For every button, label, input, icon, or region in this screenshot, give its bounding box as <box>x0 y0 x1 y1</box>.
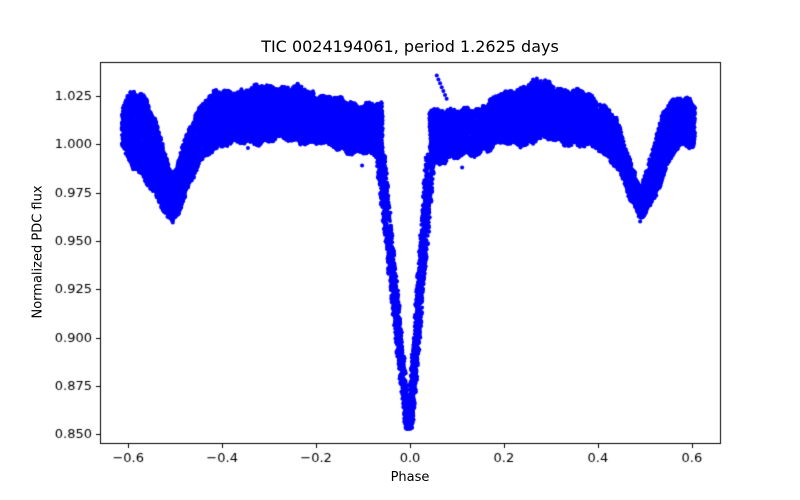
chart-title: TIC 0024194061, period 1.2625 days <box>261 37 559 56</box>
y-axis-label: Normalized PDC flux <box>30 185 46 319</box>
x-axis-label: Phase <box>390 470 430 485</box>
